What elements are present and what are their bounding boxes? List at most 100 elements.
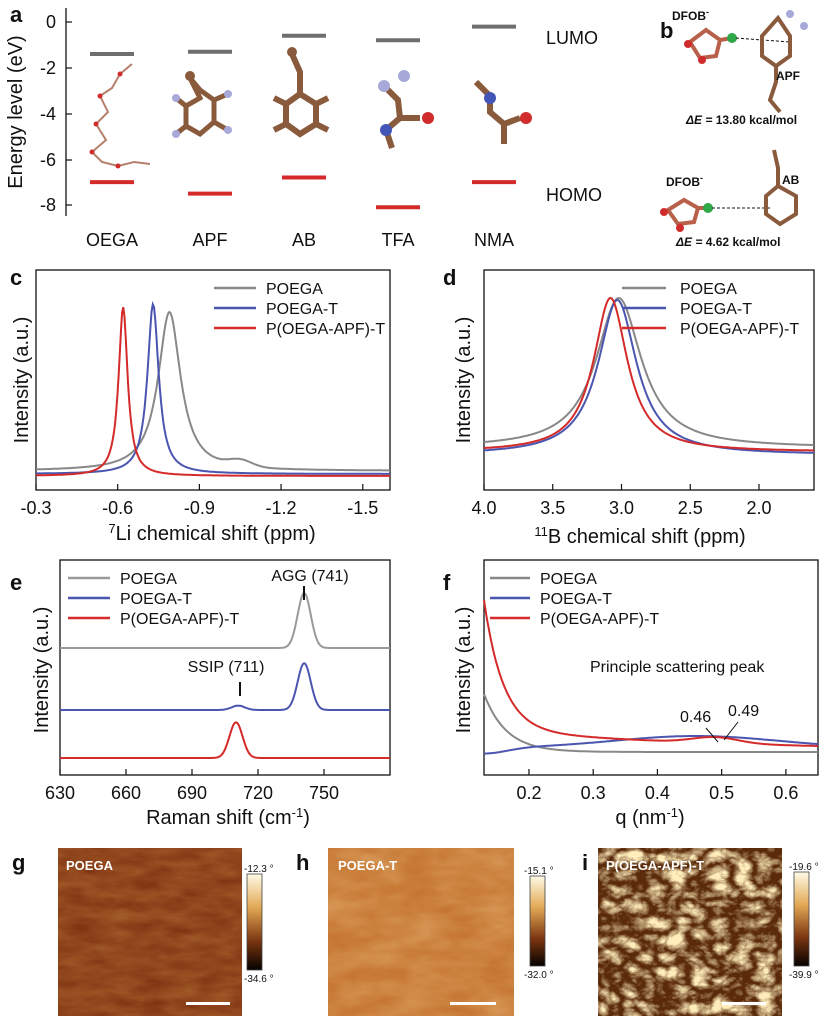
legend-poega: POEGA (540, 571, 597, 588)
legend-poega-t: POEGA-T (266, 301, 338, 318)
legend-poega-t: POEGA-T (120, 591, 192, 608)
series-line-poega-t (484, 735, 819, 755)
panel-label-a: a (10, 2, 23, 27)
category-label: TFA (381, 230, 414, 250)
plot-frame (483, 559, 819, 776)
agg-annotation: AGG (741) (271, 568, 348, 585)
scale-max-label: -15.1 ° (524, 866, 554, 877)
binding-energy-apf: ΔE = 13.80 kcal/mol (685, 113, 797, 127)
series-line-poega-apf-t (483, 599, 818, 747)
legend-p-oega-apf-t: P(OEGA-APF)-T (266, 321, 385, 338)
scale-bar (722, 1002, 766, 1005)
category-label: NMA (474, 230, 514, 250)
scale-min-label: -34.6 ° (244, 974, 274, 985)
afm-image-poega: POEGA -12.3 ° -34.6 ° (58, 848, 274, 1016)
legend-p-oega-apf-t: P(OEGA-APF)-T (120, 611, 239, 628)
y-axis-label: Intensity (a.u.) (11, 317, 33, 444)
y-tick-label: -6 (40, 150, 56, 170)
binding-energy-panel: DFOB- APF ΔE = 13.80 kcal/mol DFOB- (660, 7, 808, 249)
afm-sample-label: POEGA-T (338, 858, 397, 873)
ab-label: AB (782, 173, 800, 187)
oega-molecule-icon (89, 63, 151, 169)
series-line-poega-t (483, 298, 814, 454)
series-line-poega-t (60, 662, 390, 711)
panel-label-h: h (296, 850, 309, 875)
dfob-apf-complex: DFOB- APF ΔE = 13.80 kcal/mol (672, 7, 808, 127)
panel-label-c: c (10, 265, 22, 290)
category-label: OEGA (86, 230, 138, 250)
x-axis-label: 11B chemical shift (ppm) (534, 524, 745, 548)
dfob-molecule-icon (684, 27, 737, 64)
x-tick-label: -1.2 (266, 498, 297, 518)
x-tick-label: -0.6 (102, 498, 133, 518)
color-scale (793, 871, 810, 967)
apf-label: APF (776, 69, 800, 83)
legend: POEGA POEGA-T P(OEGA-APF)-T (68, 571, 239, 628)
lumo-annotation: LUMO (546, 28, 598, 48)
x-tick-label: 0.3 (581, 783, 606, 803)
dfob-label: DFOB- (672, 7, 709, 23)
tfa-molecule-icon (378, 70, 434, 149)
legend: POEGA POEGA-T P(OEGA-APF)-T (622, 281, 799, 338)
x-tick-label: 0.4 (645, 783, 670, 803)
category-label: APF (192, 230, 227, 250)
x-tick-label: 750 (309, 783, 339, 803)
dfob-label: DFOB- (666, 173, 703, 189)
plot-frame (35, 269, 391, 491)
scale-max-label: -12.3 ° (244, 864, 274, 875)
x-tick-label: 0.2 (516, 783, 541, 803)
legend-poega-t: POEGA-T (540, 591, 612, 608)
x-axis-label: Raman shift (cm-1) (146, 805, 310, 829)
afm-image-poega-t: POEGA-T -15.1 ° -32.0 ° (328, 848, 554, 1016)
x-tick-label: -1.5 (347, 498, 378, 518)
y-axis-label: Intensity (a.u.) (453, 317, 475, 444)
apf-molecule-icon (760, 10, 808, 114)
panel-label-d: d (443, 265, 456, 290)
x-tick-label: 3.0 (609, 498, 634, 518)
b-nmr-chart: 4.0 3.5 3.0 2.5 2.0 Intensity (a.u.) 11B che… (453, 269, 815, 548)
x-tick-label: -0.9 (184, 498, 215, 518)
plot-frame (483, 269, 815, 491)
series-line-poega-apf-t (483, 296, 814, 452)
category-label: AB (292, 230, 316, 250)
binding-energy-ab: ΔE = 4.62 kcal/mol (675, 235, 780, 249)
ab-molecule-icon (272, 47, 330, 138)
peak-value-label: 0.46 (680, 709, 711, 726)
y-axis-label: Energy level (eV) (5, 35, 27, 188)
y-tick-label: -2 (40, 58, 56, 78)
panel-label-f: f (443, 570, 451, 595)
x-tick-label: 2.0 (746, 498, 771, 518)
dfob-ab-complex: DFOB- AB ΔE = 4.62 kcal/mol (660, 149, 800, 249)
legend-poega: POEGA (120, 571, 177, 588)
y-axis-label: Intensity (a.u.) (453, 607, 475, 734)
scale-bar (450, 1002, 496, 1005)
series-line-poega (60, 591, 390, 649)
x-tick-label: 690 (177, 783, 207, 803)
series-line-poega-t (36, 300, 390, 475)
panel-label-b: b (660, 18, 673, 43)
afm-image-p-oega-apf-t: P(OEGA-APF)-T -19.6 ° -39.9 ° (598, 848, 819, 1016)
li-nmr-chart: -0.3 -0.6 -0.9 -1.2 -1.5 Intensity (a.u.) 7L… (11, 269, 391, 545)
afm-sample-label: P(OEGA-APF)-T (606, 858, 704, 873)
panel-label-i: i (582, 850, 588, 875)
series-line-poega (483, 297, 815, 447)
x-tick-label: 4.0 (471, 498, 496, 518)
panel-label-e: e (10, 570, 22, 595)
legend-poega: POEGA (266, 281, 323, 298)
scale-max-label: -19.6 ° (789, 862, 819, 873)
legend-poega: POEGA (680, 281, 737, 298)
y-tick-label: -8 (40, 195, 56, 215)
color-scale (529, 875, 546, 967)
color-scale (246, 873, 263, 971)
x-tick-label: 0.5 (709, 783, 734, 803)
scattering-peak-annotation: Principle scattering peak (590, 659, 765, 676)
legend-p-oega-apf-t: P(OEGA-APF)-T (680, 321, 799, 338)
dfob-molecule-icon (660, 197, 713, 232)
panel-label-g: g (12, 850, 25, 875)
scale-min-label: -39.9 ° (789, 970, 819, 981)
peak-value-label: 0.49 (728, 703, 759, 720)
x-tick-label: 630 (45, 783, 75, 803)
x-tick-label: 2.5 (678, 498, 703, 518)
y-tick-label: -4 (40, 104, 56, 124)
